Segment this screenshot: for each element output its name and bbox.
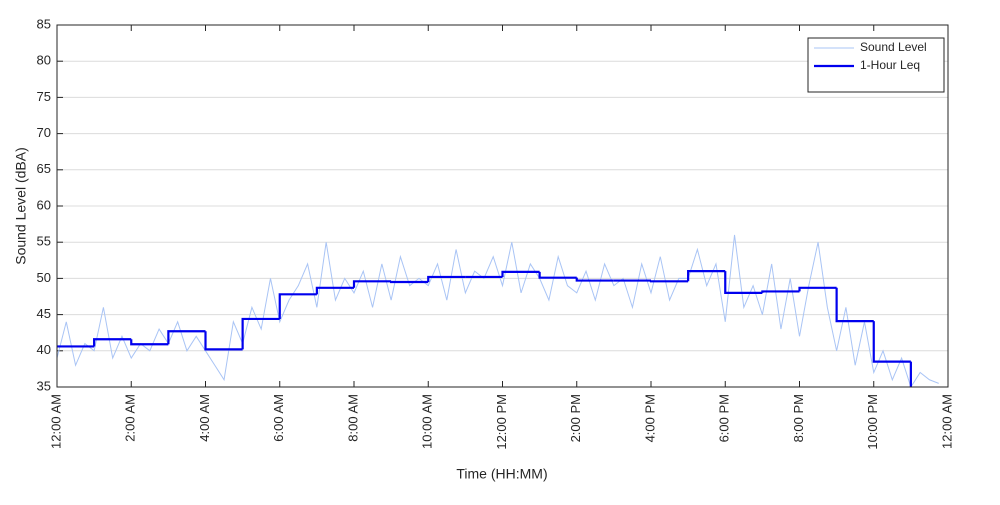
step-segment <box>687 270 726 282</box>
x-tick-label: 8:00 AM <box>345 394 360 442</box>
step-segment <box>872 321 911 363</box>
y-tick-label: 60 <box>37 197 51 212</box>
legend: Sound Level 1-Hour Leq <box>807 37 945 93</box>
step-segment <box>538 271 577 279</box>
step-segment <box>352 280 392 288</box>
step-segment <box>315 286 354 295</box>
step-segment <box>278 293 317 319</box>
y-axis-label: Sound Level (dBA) <box>13 147 29 265</box>
step-segment <box>241 317 280 350</box>
series-group <box>57 234 939 387</box>
x-tick-label: 6:00 PM <box>717 394 732 442</box>
step-segment <box>93 338 132 347</box>
y-tick-label: 70 <box>37 125 51 140</box>
step-segment <box>909 361 912 387</box>
x-tick-label: 12:00 AM <box>939 394 954 449</box>
x-tick-label: 6:00 AM <box>271 394 286 442</box>
legend-label: Sound Level <box>860 40 927 54</box>
sound-line <box>57 234 939 387</box>
y-tick-label: 35 <box>37 378 51 393</box>
axes-box <box>56 24 949 388</box>
y-tick-label: 85 <box>37 16 51 31</box>
step-segment <box>649 280 689 283</box>
x-tick-label: 10:00 PM <box>865 394 880 450</box>
x-tick-label: 4:00 AM <box>197 394 212 442</box>
y-tick-label: 55 <box>37 234 51 249</box>
step-segment <box>798 286 837 292</box>
x-tick-label: 12:00 AM <box>48 394 63 449</box>
x-tick-label: 2:00 AM <box>123 394 138 442</box>
x-tick-label: 4:00 PM <box>642 394 657 442</box>
y-tick-label: 75 <box>37 89 51 104</box>
y-tick-label: 40 <box>37 342 51 357</box>
y-tick-label: 80 <box>37 53 51 68</box>
step-segment <box>427 275 466 283</box>
y-tick-label: 45 <box>37 306 51 321</box>
step-segment <box>130 339 169 346</box>
grid: 35 40 45 50 55 60 65 70 75 80 85 12:00 AM 2:00 AM 4:0… <box>37 16 955 449</box>
step-segment <box>575 277 614 282</box>
step-segment <box>167 330 206 345</box>
step-segment <box>761 290 800 293</box>
x-tick-label: 8:00 PM <box>791 394 806 442</box>
step-segment <box>204 331 243 351</box>
step-segment <box>835 287 874 323</box>
legend-label: 1-Hour Leq <box>860 58 920 72</box>
y-tick-label: 65 <box>37 161 51 176</box>
x-axis-label: Time (HH:MM) <box>456 466 547 482</box>
y-tick-label: 50 <box>37 270 51 285</box>
x-tick-label: 10:00 AM <box>420 394 435 449</box>
x-tick-label: 12:00 PM <box>494 394 509 450</box>
x-tick-label: 2:00 PM <box>568 394 583 442</box>
step-segment <box>390 280 429 284</box>
step-segment <box>501 270 540 277</box>
step-segment <box>724 271 763 294</box>
